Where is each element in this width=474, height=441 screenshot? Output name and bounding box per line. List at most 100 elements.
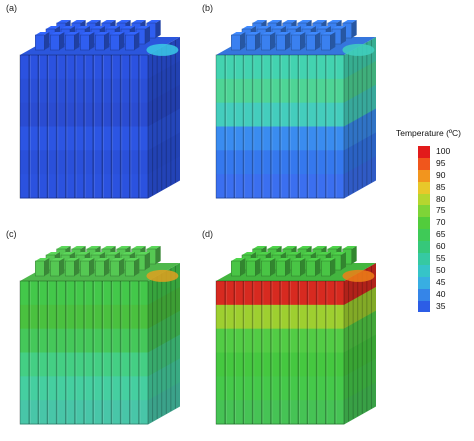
cell-tab-top [95, 258, 110, 261]
cell-tab-side [104, 258, 110, 276]
cell-tab-top [287, 26, 301, 29]
cell-tab [65, 34, 75, 51]
cell-tab-top [257, 26, 271, 29]
legend-swatch [418, 253, 430, 265]
cell-tab-side [74, 258, 80, 276]
cell-tab-top [242, 26, 256, 29]
side-temperature-band [344, 310, 376, 353]
panel-label-c: (c) [6, 229, 17, 239]
cell-tab [306, 34, 316, 51]
cell-tab-top [65, 32, 80, 35]
front-temperature-band [216, 328, 344, 353]
cell-tab-top [86, 246, 101, 249]
cell-tab [80, 260, 90, 277]
cell-tab-top [80, 258, 95, 261]
cell-tab-side [44, 258, 50, 276]
side-temperature-band [148, 156, 180, 199]
pack-outline [215, 54, 345, 199]
cell-tab-top [231, 258, 246, 261]
cell-tab-top [71, 246, 86, 249]
cell-tab-side [270, 32, 276, 50]
legend-tick-label: 70 [436, 217, 446, 228]
cell-tab [50, 34, 60, 51]
cell-tab-top [46, 252, 60, 255]
cell-tab [246, 260, 256, 277]
cell-tab-top [131, 246, 146, 249]
cell-tab [110, 260, 120, 277]
side-temperature-band [344, 156, 376, 199]
side-temperature-band [148, 84, 180, 127]
cell-tab-top [312, 246, 327, 249]
legend-swatch [418, 288, 430, 301]
cell-tab [321, 34, 331, 51]
cell-tab [276, 260, 286, 277]
cell-tab-top [101, 246, 116, 249]
front-temperature-band [20, 174, 148, 199]
cell-tab-top [282, 20, 297, 23]
cell-tab [291, 34, 301, 51]
front-temperature-band [216, 126, 344, 151]
cell-tab-side [240, 32, 246, 50]
cell-tab-top [110, 258, 125, 261]
cell-tab [276, 34, 286, 51]
legend-tick-label: 85 [436, 181, 446, 192]
cell-tab-top [342, 246, 357, 249]
side-temperature-band [148, 334, 180, 377]
legend-tick-label: 90 [436, 169, 446, 180]
front-temperature-band [20, 304, 148, 330]
cell-tab [50, 260, 60, 277]
cell-tab-top [306, 32, 321, 35]
cell-tab-top [80, 32, 95, 35]
cell-tab-top [101, 20, 116, 23]
panel-a: (a) [0, 0, 200, 215]
cell-tab-side [270, 258, 276, 276]
cell-tab-top [231, 32, 246, 35]
cell-tab-top [257, 252, 271, 255]
cell-tab-side [119, 258, 125, 276]
front-temperature-band [216, 304, 344, 330]
legend-swatch [418, 229, 430, 242]
front-temperature-band [216, 352, 344, 377]
cell-tab [231, 34, 241, 51]
legend-tick-label: 80 [436, 193, 446, 204]
side-temperature-band [148, 382, 180, 425]
legend-tick-label: 65 [436, 229, 446, 240]
cell-tab-top [131, 20, 146, 23]
legend-swatch [418, 146, 430, 158]
cell-tab-top [50, 258, 65, 261]
front-temperature-band [216, 376, 344, 401]
cell-tab-side [300, 32, 306, 50]
cell-tab [306, 260, 316, 277]
cell-tab-top [121, 26, 135, 29]
side-temperature-band [148, 358, 180, 401]
battery-pack-diagram-c [19, 246, 180, 425]
cell-tab [35, 34, 45, 51]
legend-tick-label: 50 [436, 264, 446, 275]
cell-tab-top [116, 20, 131, 23]
thermal-accent-spot [342, 269, 375, 282]
cell-tab-side [104, 32, 110, 50]
cell-tab-top [61, 26, 75, 29]
thermal-accent-spot [146, 43, 179, 56]
side-temperature-band [344, 286, 376, 330]
cell-tab-top [272, 252, 286, 255]
front-temperature-band [216, 78, 344, 104]
cell-tab-top [35, 258, 50, 261]
cell-tab-top [252, 246, 267, 249]
cell-tab-top [65, 258, 80, 261]
cell-tab-top [146, 20, 161, 23]
cell-tab [125, 260, 135, 277]
cell-tab-side [155, 20, 161, 38]
cell-tab-top [76, 26, 90, 29]
cell-tab-top [121, 252, 135, 255]
cell-tab-side [89, 258, 95, 276]
legend-tick-label: 100 [436, 146, 451, 156]
cell-tab-side [255, 32, 261, 50]
front-temperature-band [216, 55, 344, 80]
cell-tab-top [321, 258, 336, 261]
cell-tab-side [59, 32, 65, 50]
front-temperature-band [20, 126, 148, 151]
cell-tab-top [306, 258, 321, 261]
cell-tab-side [155, 246, 161, 264]
cell-tab-top [116, 246, 131, 249]
